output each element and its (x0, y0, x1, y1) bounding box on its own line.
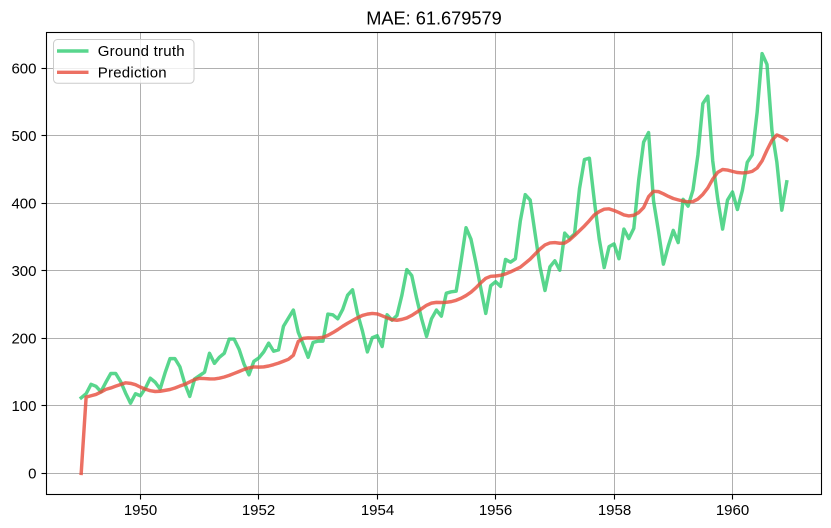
svg-text:1956: 1956 (479, 502, 512, 519)
svg-text:1960: 1960 (716, 502, 749, 519)
svg-text:100: 100 (11, 398, 36, 415)
svg-text:Prediction: Prediction (98, 64, 167, 81)
svg-text:1954: 1954 (361, 502, 394, 519)
svg-text:600: 600 (11, 61, 36, 78)
svg-text:300: 300 (11, 263, 36, 280)
svg-text:200: 200 (11, 331, 36, 348)
svg-text:500: 500 (11, 128, 36, 145)
svg-text:0: 0 (28, 465, 36, 482)
svg-text:MAE: 61.679579: MAE: 61.679579 (366, 9, 502, 29)
svg-text:Ground truth: Ground truth (98, 43, 185, 60)
svg-text:1950: 1950 (124, 502, 157, 519)
svg-text:400: 400 (11, 196, 36, 213)
svg-text:1958: 1958 (598, 502, 631, 519)
svg-text:1952: 1952 (242, 502, 275, 519)
